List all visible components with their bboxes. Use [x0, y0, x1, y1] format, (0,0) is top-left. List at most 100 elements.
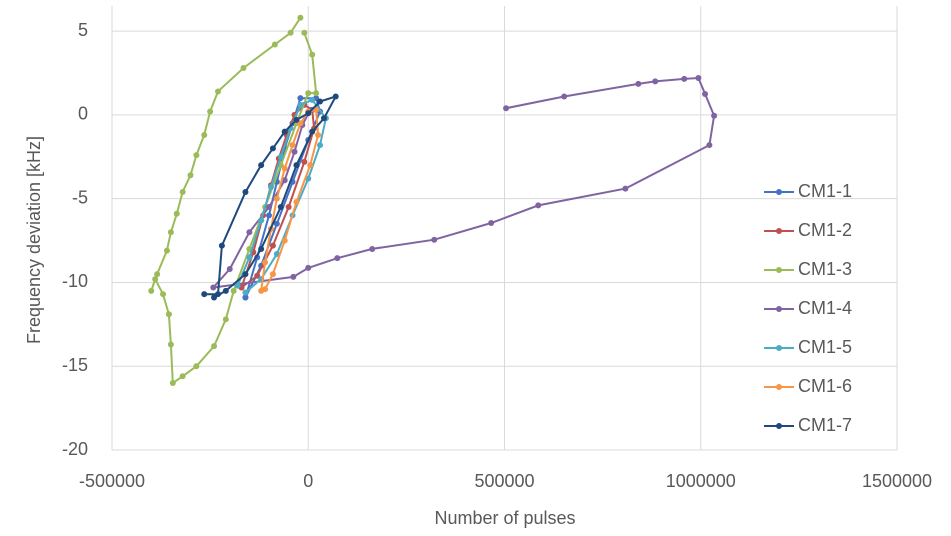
x-tick-label: 1500000 — [862, 471, 932, 491]
data-point — [315, 132, 322, 139]
legend-label: CM1-7 — [798, 415, 852, 435]
series-line — [210, 76, 716, 289]
data-point — [167, 341, 174, 348]
data-point — [285, 204, 292, 211]
data-point — [293, 162, 300, 169]
data-point — [269, 271, 276, 278]
data-point — [258, 245, 265, 252]
data-point — [695, 75, 702, 82]
data-point — [211, 343, 218, 350]
x-tick-label: 0 — [303, 471, 313, 491]
series — [201, 93, 339, 301]
legend-label: CM1-3 — [798, 259, 852, 279]
legend-marker — [776, 189, 782, 195]
data-point — [246, 254, 253, 261]
y-tick-label: -5 — [72, 187, 88, 207]
legend-marker — [776, 228, 782, 234]
x-axis-label: Number of pulses — [434, 508, 575, 528]
data-point — [148, 287, 155, 294]
y-tick-label: -15 — [62, 355, 88, 375]
legend-label: CM1-1 — [798, 181, 852, 201]
legend-label: CM1-4 — [798, 298, 852, 318]
data-point — [201, 291, 208, 298]
data-point — [503, 105, 510, 112]
legend-label: CM1-5 — [798, 337, 852, 357]
x-tick-label: -500000 — [79, 471, 145, 491]
data-point — [269, 145, 276, 152]
data-point — [301, 29, 308, 36]
data-point — [281, 165, 288, 172]
data-point — [179, 373, 186, 380]
data-point — [258, 217, 265, 224]
data-point — [169, 379, 176, 386]
data-point — [163, 247, 170, 254]
data-point — [269, 242, 276, 249]
data-point — [309, 128, 316, 135]
data-point — [320, 115, 327, 122]
legend-marker — [776, 267, 782, 273]
legend-marker — [776, 345, 782, 351]
data-point — [273, 250, 280, 257]
data-point — [242, 271, 249, 278]
x-tick-label: 1000000 — [666, 471, 736, 491]
data-point — [317, 142, 324, 149]
data-point — [369, 245, 376, 252]
data-point — [277, 204, 284, 211]
legend-marker — [776, 384, 782, 390]
data-point — [273, 220, 280, 227]
data-point — [222, 316, 229, 323]
data-point — [313, 90, 320, 97]
data-point — [187, 172, 194, 179]
data-point — [297, 95, 304, 102]
data-point — [301, 158, 308, 165]
data-point — [297, 14, 304, 21]
data-point — [681, 75, 688, 82]
data-point — [281, 237, 288, 244]
data-point — [561, 93, 568, 100]
data-point — [317, 98, 324, 105]
data-point — [297, 101, 304, 108]
data-point — [246, 229, 253, 236]
data-point — [267, 183, 274, 190]
data-point — [154, 271, 161, 278]
data-point — [332, 93, 339, 100]
data-point — [309, 51, 316, 58]
data-point — [307, 162, 314, 169]
data-point — [293, 116, 300, 123]
y-tick-label: -20 — [62, 439, 88, 459]
data-point — [207, 108, 214, 115]
data-point — [277, 153, 284, 160]
data-point — [652, 78, 659, 85]
data-point — [214, 291, 221, 298]
data-point — [271, 41, 278, 48]
data-point — [334, 255, 341, 262]
data-point — [167, 229, 174, 236]
series — [210, 75, 718, 291]
y-tick-label: 0 — [78, 104, 88, 124]
data-point — [242, 294, 249, 301]
data-point — [160, 291, 167, 298]
series — [242, 95, 324, 301]
data-point — [234, 282, 241, 289]
data-point — [254, 272, 261, 279]
legend-label: CM1-6 — [798, 376, 852, 396]
data-point — [214, 88, 221, 95]
legend-label: CM1-2 — [798, 220, 852, 240]
data-point — [305, 90, 312, 97]
data-point — [230, 287, 237, 294]
data-point — [431, 236, 438, 243]
data-point — [165, 311, 172, 318]
data-point — [488, 219, 495, 226]
data-point — [242, 289, 249, 296]
data-point — [287, 29, 294, 36]
data-point — [266, 204, 272, 211]
data-point — [266, 212, 272, 219]
data-point — [535, 202, 542, 209]
data-point — [313, 106, 320, 113]
data-point — [273, 195, 280, 202]
data-point — [293, 199, 300, 206]
data-point — [193, 363, 200, 370]
data-point — [289, 142, 296, 149]
data-point — [210, 284, 217, 291]
